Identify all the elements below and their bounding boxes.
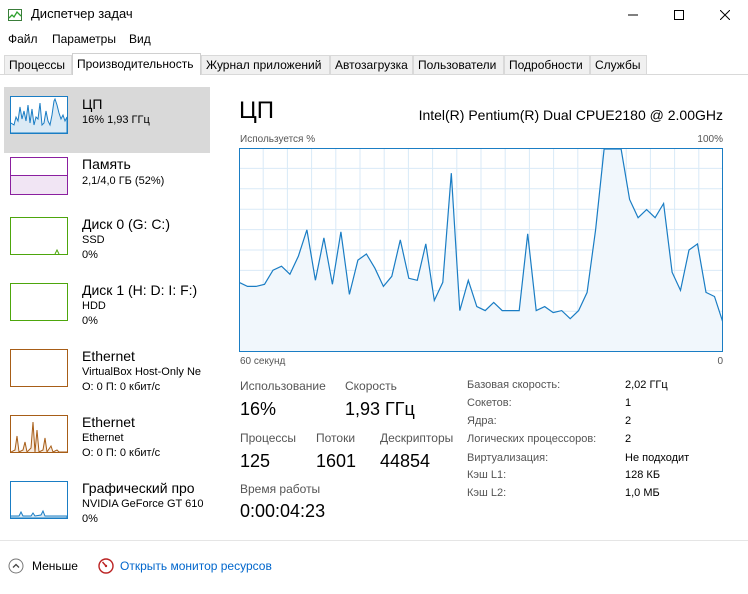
minimize-icon bbox=[628, 14, 638, 16]
device-sub-disk0-usage: 0% bbox=[82, 249, 98, 261]
prop-sockets-value: 1 bbox=[625, 397, 632, 409]
tab-performance[interactable]: Производительность bbox=[72, 53, 201, 75]
cpu-usage-graph bbox=[239, 148, 723, 352]
graph-border bbox=[239, 148, 723, 352]
stat-handles-value: 44854 bbox=[380, 451, 431, 471]
tab-users[interactable]: Пользователи bbox=[413, 55, 504, 74]
device-title-disk0: Диск 0 (G: C:) bbox=[82, 216, 170, 232]
cpu-usage-line bbox=[239, 148, 723, 323]
gpu-thumbnail bbox=[10, 481, 68, 519]
prop-l1-cache-value: 128 КБ bbox=[625, 469, 661, 481]
tab-processes[interactable]: Процессы bbox=[4, 55, 72, 74]
stat-handles-label: Дескрипторы bbox=[380, 431, 454, 445]
minimize-button[interactable] bbox=[610, 0, 656, 30]
stat-usage-value: 16% bbox=[240, 399, 277, 419]
ethernet-thumbnail bbox=[10, 415, 68, 453]
device-sub-ethernet-vbox-speed: О: 0 П: 0 кбит/с bbox=[82, 381, 161, 393]
menu-view[interactable]: Вид bbox=[129, 32, 151, 46]
graph-x-left-label: 60 секунд bbox=[240, 356, 286, 367]
stat-speed-label: Скорость bbox=[345, 379, 397, 393]
chevron-up-icon bbox=[8, 558, 24, 574]
prop-virtualization-value: Не подходит bbox=[625, 452, 690, 464]
graph-y-label: Используется % bbox=[240, 134, 316, 145]
prop-cores-value: 2 bbox=[625, 415, 632, 427]
device-sub-ethernet-vbox-name: VirtualBox Host-Only Ne bbox=[82, 366, 202, 378]
maximize-button[interactable] bbox=[656, 0, 702, 30]
window-title: Диспетчер задач bbox=[31, 6, 133, 21]
tab-bar bbox=[0, 52, 748, 75]
prop-base-speed-value: 2,02 ГГц bbox=[625, 379, 668, 391]
device-sub-gpu-usage: 0% bbox=[82, 513, 98, 525]
stat-usage-label: Использование bbox=[240, 379, 326, 393]
cpu-usage-area bbox=[239, 149, 723, 352]
stat-processes-value: 125 bbox=[240, 451, 271, 471]
prop-virtualization-label: Виртуализация: bbox=[467, 452, 549, 464]
device-sub-ethernet-speed: О: 0 П: 0 кбит/с bbox=[82, 447, 161, 459]
tab-startup[interactable]: Автозагрузка bbox=[330, 55, 413, 74]
stat-processes-label: Процессы bbox=[240, 431, 297, 445]
memory-thumbnail bbox=[10, 157, 68, 195]
cpu-heading: ЦП bbox=[239, 97, 275, 124]
fewer-details-label: Меньше bbox=[32, 559, 78, 573]
prop-l1-cache-label: Кэш L1: bbox=[467, 469, 507, 481]
tab-services[interactable]: Службы bbox=[590, 55, 647, 74]
open-resource-monitor-link[interactable]: Открыть монитор ресурсов bbox=[98, 556, 272, 576]
disk1-thumbnail bbox=[10, 283, 68, 321]
device-sub-memory: 2,1/4,0 ГБ (52%) bbox=[82, 175, 165, 187]
cpu-model-name: Intel(R) Pentium(R) Dual CPUE2180 @ 2.00… bbox=[418, 107, 723, 123]
tab-app-history[interactable]: Журнал приложений bbox=[201, 55, 330, 74]
prop-cores-label: Ядра: bbox=[467, 415, 497, 427]
device-sub-disk1-type: HDD bbox=[82, 300, 106, 312]
device-title-memory: Память bbox=[82, 156, 131, 172]
fewer-details-button[interactable]: Меньше bbox=[8, 556, 78, 576]
prop-l2-cache-label: Кэш L2: bbox=[467, 487, 507, 499]
device-sub-cpu: 16% 1,93 ГГц bbox=[82, 114, 150, 126]
device-title-gpu: Графический про bbox=[82, 480, 195, 496]
footer-bar bbox=[0, 540, 748, 594]
device-sub-gpu-name: NVIDIA GeForce GT 610 bbox=[82, 498, 204, 510]
stat-threads-label: Потоки bbox=[316, 431, 356, 445]
stat-speed-value: 1,93 ГГц bbox=[345, 399, 415, 419]
maximize-icon bbox=[674, 10, 684, 20]
close-button[interactable] bbox=[702, 0, 748, 30]
stat-threads-value: 1601 bbox=[316, 451, 357, 471]
prop-l2-cache-value: 1,0 МБ bbox=[625, 487, 660, 499]
graph-x-right-label: 0 bbox=[717, 356, 723, 367]
device-sub-disk1-usage: 0% bbox=[82, 315, 98, 327]
prop-logical-processors-label: Логических процессоров: bbox=[467, 433, 597, 445]
task-manager-icon bbox=[8, 8, 22, 21]
disk0-thumbnail bbox=[10, 217, 68, 255]
device-title-ethernet: Ethernet bbox=[82, 414, 135, 430]
device-title-disk1: Диск 1 (H: D: I: F:) bbox=[82, 282, 198, 298]
ethernet-vbox-thumbnail bbox=[10, 349, 68, 387]
title-bar[interactable] bbox=[0, 0, 748, 30]
device-sub-ethernet-name: Ethernet bbox=[82, 432, 124, 444]
cpu-thumbnail bbox=[10, 96, 68, 134]
stat-uptime-value: 0:00:04:23 bbox=[240, 501, 326, 521]
stat-uptime-label: Время работы bbox=[240, 482, 321, 496]
prop-sockets-label: Сокетов: bbox=[467, 397, 512, 409]
prop-logical-processors-value: 2 bbox=[625, 433, 632, 445]
menu-options[interactable]: Параметры bbox=[52, 32, 116, 46]
open-resource-monitor-label: Открыть монитор ресурсов bbox=[120, 559, 272, 573]
graph-y-max: 100% bbox=[697, 134, 723, 145]
device-sub-disk0-type: SSD bbox=[82, 234, 105, 246]
close-icon bbox=[720, 10, 730, 20]
menu-file[interactable]: Файл bbox=[8, 32, 38, 46]
prop-base-speed-label: Базовая скорость: bbox=[467, 379, 561, 391]
tab-details[interactable]: Подробности bbox=[504, 55, 590, 74]
resource-monitor-icon bbox=[98, 558, 114, 574]
device-title-cpu: ЦП bbox=[82, 96, 103, 112]
device-title-ethernet-vbox: Ethernet bbox=[82, 348, 135, 364]
